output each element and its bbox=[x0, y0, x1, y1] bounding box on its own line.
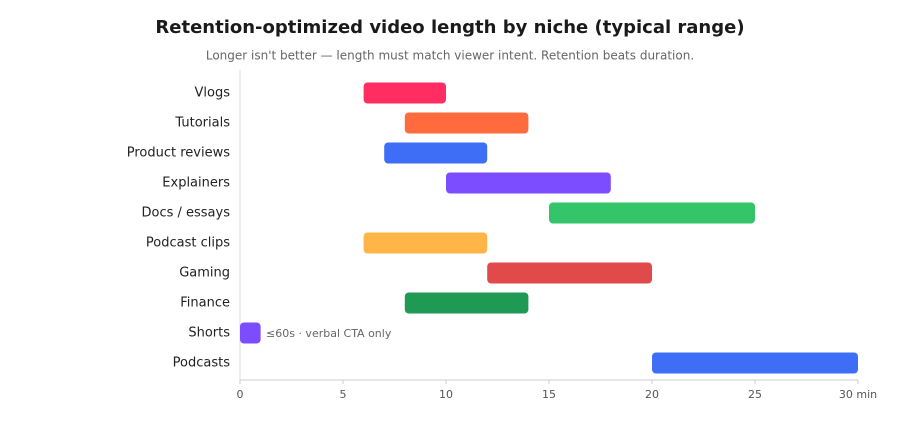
chart-title: Retention-optimized video length by nich… bbox=[155, 17, 744, 38]
bar bbox=[363, 82, 446, 104]
x-tick-label: 30 min bbox=[839, 388, 877, 401]
bar bbox=[652, 352, 858, 374]
bar bbox=[404, 112, 529, 134]
bar bbox=[240, 322, 261, 344]
y-tick-label: Tutorials bbox=[174, 116, 230, 131]
x-tick-label: 15 bbox=[542, 388, 556, 401]
y-tick-label: Docs / essays bbox=[141, 206, 230, 221]
bar bbox=[363, 232, 488, 254]
annotation: ≤60s · verbal CTA only bbox=[266, 327, 392, 340]
y-tick-label: Explainers bbox=[162, 176, 230, 191]
bar bbox=[487, 262, 652, 284]
y-tick-label: Podcast clips bbox=[146, 236, 230, 251]
x-tick-label: 20 bbox=[645, 388, 659, 401]
chart-subtitle: Longer isn't better — length must match … bbox=[206, 49, 694, 63]
bar bbox=[384, 142, 488, 164]
y-tick-label: Podcasts bbox=[173, 356, 231, 371]
y-tick-label: Finance bbox=[180, 296, 230, 311]
y-tick-label: Shorts bbox=[188, 326, 230, 341]
bar bbox=[446, 172, 611, 194]
x-tick-label: 5 bbox=[340, 388, 347, 401]
y-tick-label: Gaming bbox=[179, 266, 230, 281]
x-tick-label: 10 bbox=[439, 388, 453, 401]
x-tick-label: 25 bbox=[748, 388, 762, 401]
bar bbox=[404, 292, 529, 314]
y-tick-label: Vlogs bbox=[195, 86, 231, 101]
y-tick-label: Product reviews bbox=[127, 146, 230, 161]
x-tick-label: 0 bbox=[237, 388, 244, 401]
bar bbox=[549, 202, 755, 224]
